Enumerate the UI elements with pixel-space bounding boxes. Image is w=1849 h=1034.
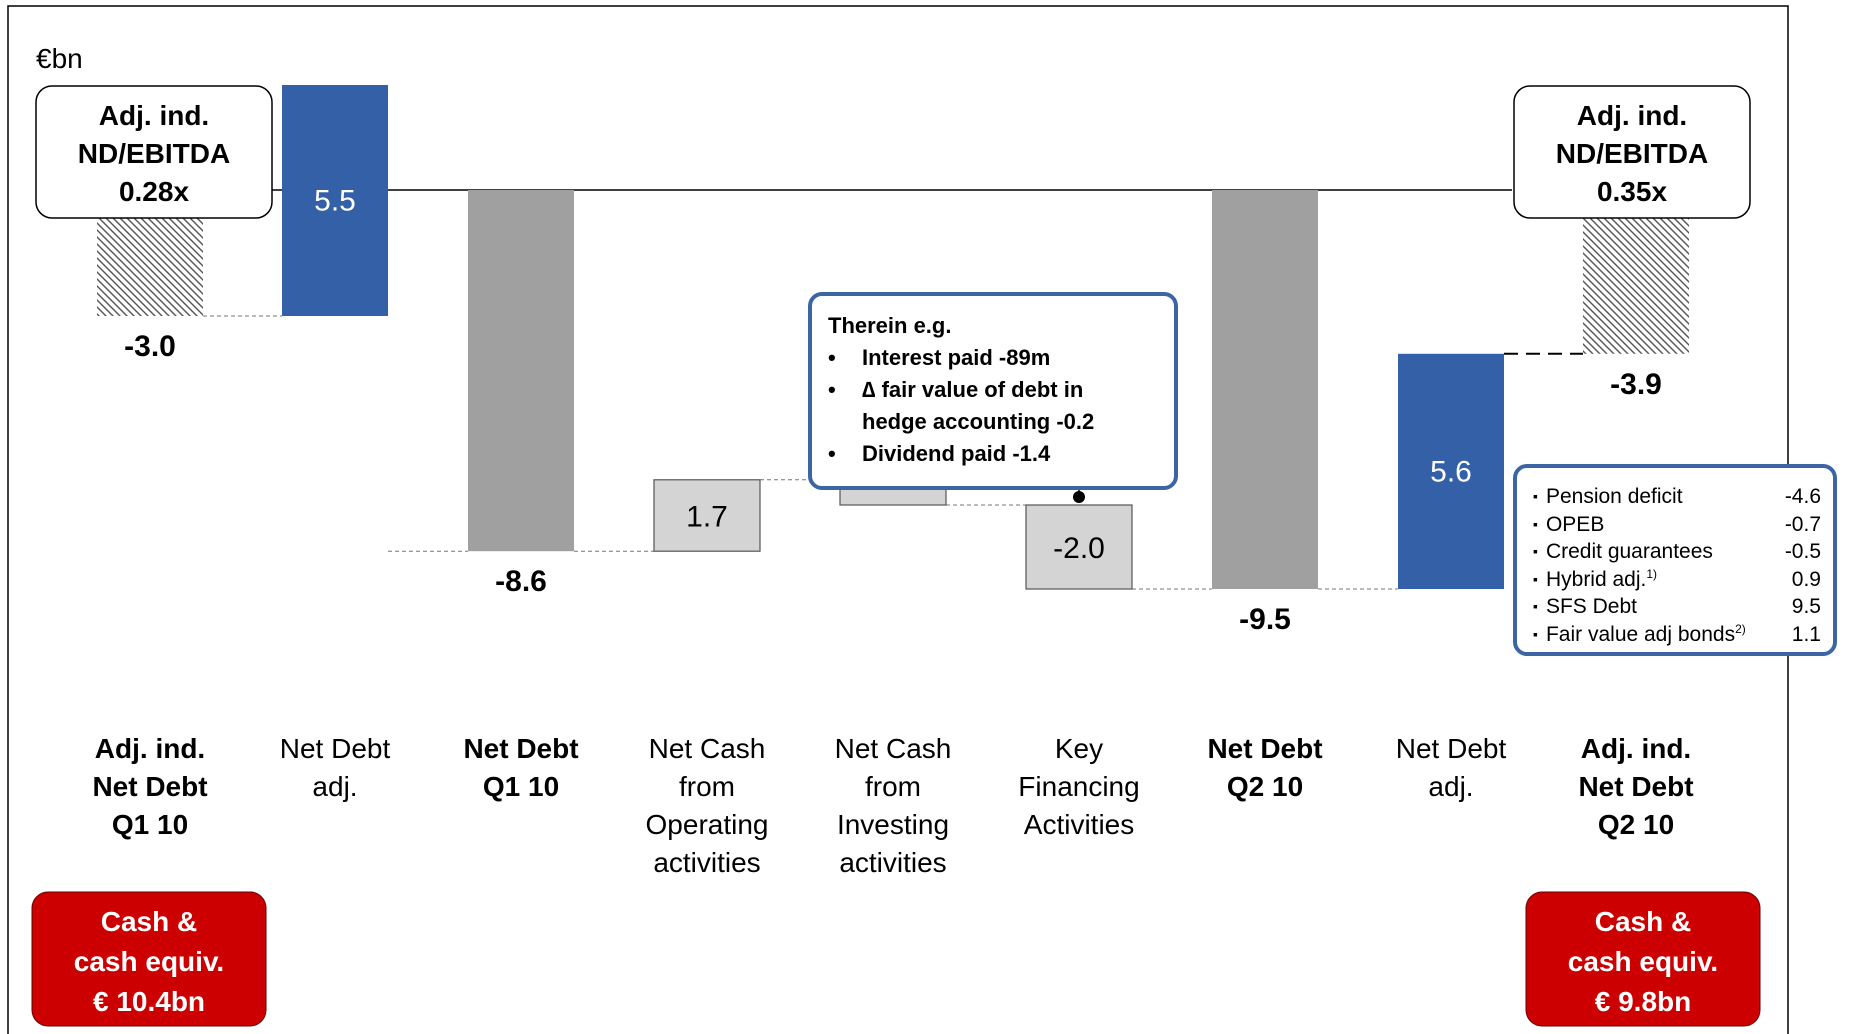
category-label: Net Cash [835,733,952,764]
ratio-box-text: 0.28x [119,176,189,207]
category-label: activities [653,847,760,878]
info-boxes: Adj. ind. ND/EBITDA 0.28x Adj. ind. ND/EBITD… [31,85,1761,1027]
component-value: 1.1 [1791,622,1821,646]
cash-box-text: cash equiv. [1568,946,1718,977]
callout-item-text: Dividend paid -1.4 [862,441,1051,466]
category-label: Net Debt [1207,733,1322,764]
callout-item-text: Interest paid -89m [862,345,1051,370]
component-row: Hybrid adj.1) 0.9 [1533,567,1821,595]
category-label: Investing [837,809,949,840]
value-label: -9.5 [1239,603,1291,636]
component-value: -4.6 [1784,485,1821,508]
cash-box [1525,891,1761,1027]
component-label: Hybrid adj. [1545,567,1647,591]
category-label: adj. [1428,771,1473,802]
callout-financing-details: Therein e.g. • Interest paid -89m • ∆ fa… [808,292,1178,490]
value-label: -3.0 [124,330,176,363]
cash-box-text: € 10.4bn [93,986,205,1017]
ratio-box-text: ND/EBITDA [78,138,230,169]
ratio-box [1513,85,1751,219]
category-label: Q2 10 [1598,809,1674,840]
bar [282,85,388,316]
ratio-box-text: Adj. ind. [99,100,209,131]
category-label: Activities [1024,809,1134,840]
category-label: Net Debt [1578,771,1693,802]
callout-item: • Dividend paid -1.4 [828,438,1158,470]
category-label: Financing [1018,771,1139,802]
ratio-box [35,85,273,219]
bar [468,190,574,552]
category-label: Q2 10 [1227,771,1303,802]
category-label: Q1 10 [483,771,559,802]
value-label: 5.6 [1430,455,1472,488]
ratio-box-text: ND/EBITDA [1556,138,1708,169]
bar [1398,353,1504,589]
bullet: • [828,441,836,466]
component-value: -0.5 [1784,540,1821,563]
callout-item-text: ∆ fair value of debt in [862,377,1084,402]
category-labels: Adj. ind. Net Debt Q1 10 Net Debt adj. Net De… [92,733,1693,878]
component-label: OPEB [1545,512,1605,536]
unit-label: €bn [36,43,83,74]
component-label: SFS Debt [1545,595,1638,618]
component-value: -0.7 [1784,512,1821,536]
category-label: Net Debt [280,733,391,764]
component-label: Fair value adj bonds [1545,622,1736,646]
cash-box-text: € 9.8bn [1595,986,1691,1017]
category-label: activities [839,847,946,878]
bar [1025,504,1133,590]
footnote-mark: 2) [1735,621,1746,636]
category-label: Adj. ind. [95,733,205,764]
component-row: SFS Debt 9.5 [1533,594,1821,622]
category-label: Key [1055,733,1103,764]
category-label: Adj. ind. [1581,733,1691,764]
value-label: -8.6 [495,565,547,598]
component-row: OPEB -0.7 [1533,512,1821,540]
category-label: from [865,771,921,802]
component-row: Pension deficit -4.6 [1533,484,1821,512]
component-row: Fair value adj bonds2) 1.1 [1533,622,1821,650]
callout-net-debt-components: Pension deficit -4.6 OPEB -0.7 Credit gu… [1513,464,1837,656]
callout-pointer-dot [1073,491,1085,503]
bullet: • [828,377,836,402]
category-label: from [679,771,735,802]
component-value: 0.9 [1791,567,1821,591]
component-label: Credit guarantees [1545,540,1713,563]
category-label: Net Debt [92,771,207,802]
callout-item-continuation: hedge accounting -0.2 [862,409,1095,434]
component-row: Credit guarantees -0.5 [1533,539,1821,567]
ratio-box-text: 0.35x [1597,176,1667,207]
component-value: 9.5 [1791,595,1821,618]
bar [1212,190,1318,589]
component-label: Pension deficit [1545,485,1683,508]
callout-item: • ∆ fair value of debt in [828,374,1158,406]
value-label: -2.0 [1053,532,1105,565]
category-label: Net Debt [463,733,578,764]
value-label: -3.9 [1610,368,1662,401]
cash-box [31,891,267,1027]
bar [653,479,761,552]
category-label: Operating [646,809,769,840]
cash-box-text: Cash & [101,906,197,937]
category-label: Net Debt [1396,733,1507,764]
category-label: Q1 10 [112,809,188,840]
category-label: Net Cash [649,733,766,764]
callout-title: Therein e.g. [828,313,952,338]
cash-box-text: cash equiv. [74,946,224,977]
bullet: • [828,345,836,370]
category-label: adj. [312,771,357,802]
footnote-mark: 1) [1646,566,1658,581]
value-label: 1.7 [686,501,728,534]
value-label: 5.5 [314,185,356,218]
cash-box-text: Cash & [1595,906,1691,937]
ratio-box-text: Adj. ind. [1577,100,1687,131]
callout-item: • Interest paid -89m [828,342,1158,374]
